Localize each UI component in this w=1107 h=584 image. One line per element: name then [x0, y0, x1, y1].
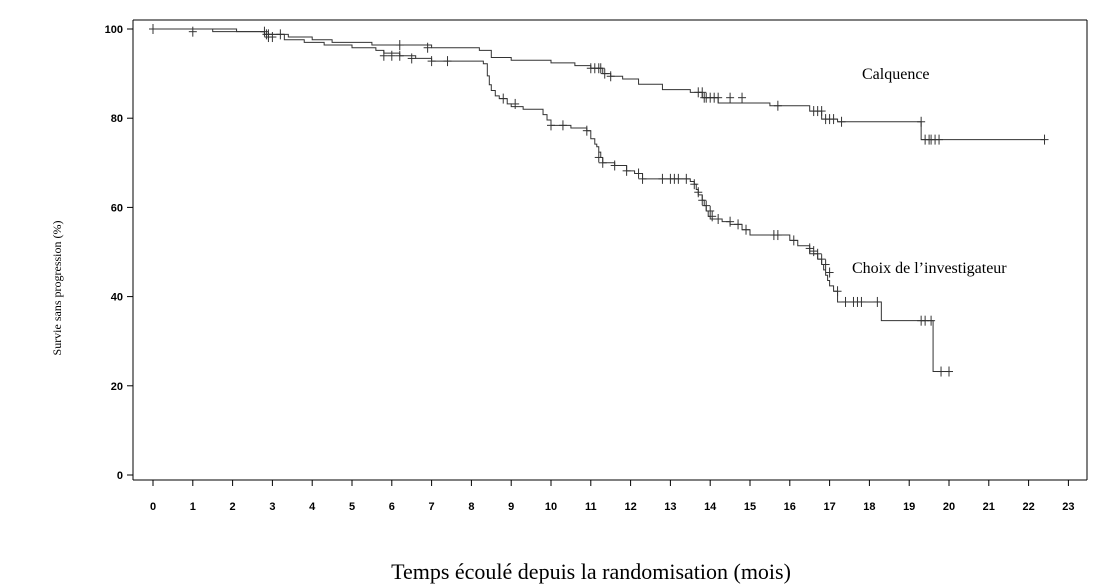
x-tick-label: 8	[468, 501, 474, 513]
y-tick-label: 20	[111, 381, 123, 393]
x-tick-label: 11	[585, 501, 597, 513]
x-tick-label: 6	[389, 501, 395, 513]
x-tick-label: 14	[704, 501, 717, 513]
x-tick-label: 21	[983, 501, 995, 513]
x-tick-label: 18	[863, 501, 875, 513]
x-axis-label: Temps écoulé depuis la randomisation (mo…	[391, 559, 791, 584]
y-ticks: 0 20 40 60 80 100	[105, 24, 133, 482]
x-tick-label: 15	[744, 501, 756, 513]
y-tick-label: 100	[105, 24, 123, 36]
x-tick-label: 5	[349, 501, 355, 513]
y-axis-label: Survie sans progression (%)	[50, 221, 64, 356]
x-tick-label: 9	[508, 501, 514, 513]
x-tick-label: 3	[269, 501, 275, 513]
x-tick-label: 1	[190, 501, 196, 513]
y-tick-label: 0	[117, 470, 123, 482]
censor-marks	[149, 24, 1049, 377]
y-tick-label: 40	[111, 292, 123, 304]
x-tick-label: 17	[823, 501, 835, 513]
x-tick-label: 23	[1062, 501, 1074, 513]
y-tick-label: 80	[111, 113, 123, 125]
x-tick-label: 7	[429, 501, 435, 513]
y-tick-label: 60	[111, 202, 123, 214]
x-tick-label: 2	[230, 501, 236, 513]
x-tick-label: 10	[545, 501, 557, 513]
investigator-curve	[153, 28, 949, 373]
calquence-curve	[153, 28, 1045, 141]
x-tick-label: 0	[150, 501, 156, 513]
x-tick-label: 13	[664, 501, 676, 513]
x-tick-label: 16	[784, 501, 796, 513]
x-tick-label: 12	[624, 501, 636, 513]
x-tick-label: 4	[309, 501, 316, 513]
x-tick-label: 19	[903, 501, 915, 513]
x-tick-label: 22	[1022, 501, 1034, 513]
series-label-calquence: Calquence	[862, 66, 930, 83]
series-label-investigator: Choix de l’investigateur	[852, 260, 1007, 277]
x-ticks: 0 1 2 3 4 5 6 7 8 9 10 11 12 13 14 15 16 17 18 19 20 21 22 23	[150, 480, 1075, 513]
x-tick-label: 20	[943, 501, 955, 513]
